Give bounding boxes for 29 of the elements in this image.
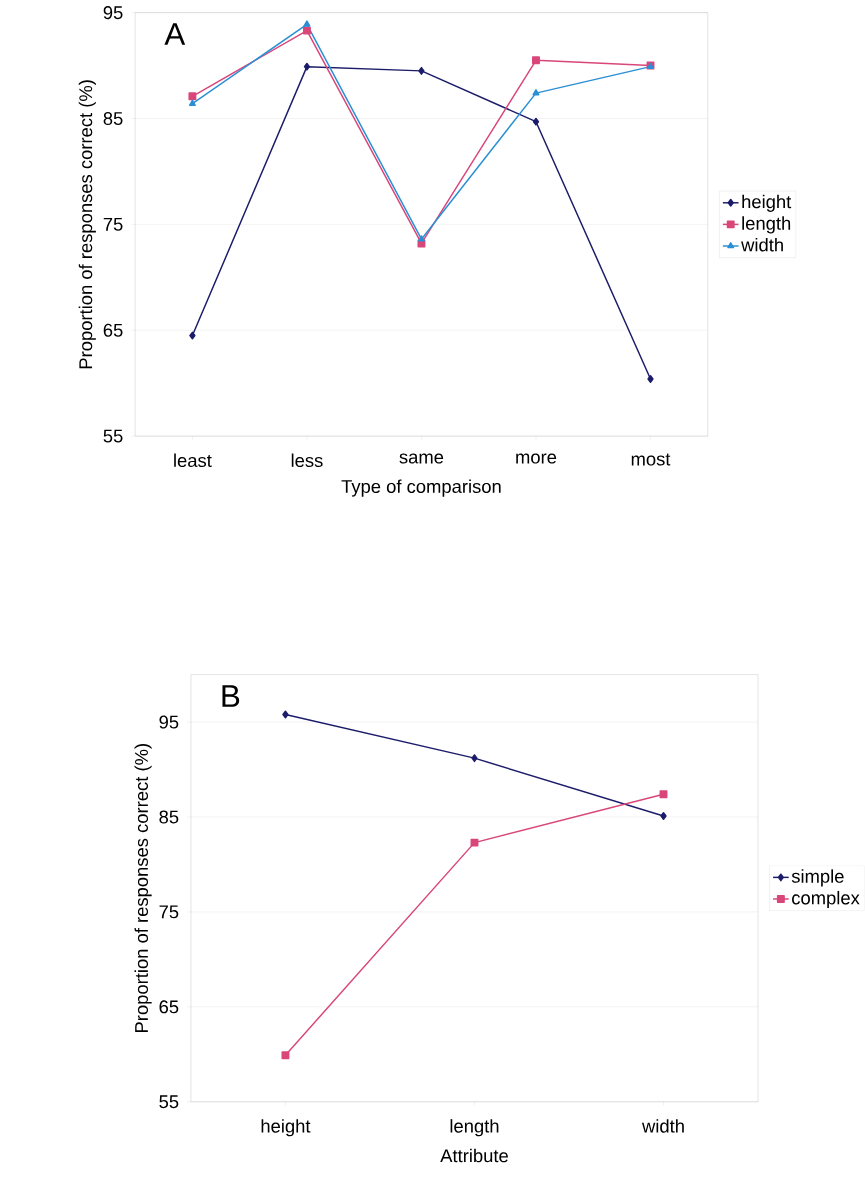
y-tick-label: 95 bbox=[159, 715, 179, 729]
x-tick-label: height bbox=[261, 1119, 311, 1137]
x-tick-label: more bbox=[516, 453, 557, 464]
legend-label: complex bbox=[792, 890, 860, 909]
legend-label: length bbox=[742, 216, 791, 234]
x-tick-label: less bbox=[291, 453, 323, 468]
y-axis-title: Proportion of responses correct (%) bbox=[134, 744, 152, 1032]
y-tick-label: 55 bbox=[103, 429, 123, 443]
legend-label: height bbox=[742, 194, 792, 212]
chart-title: B bbox=[222, 685, 240, 707]
x-tick-label: least bbox=[174, 453, 212, 468]
y-tick-label: 55 bbox=[159, 1095, 179, 1109]
x-tick-label: most bbox=[631, 453, 671, 466]
y-tick-label: 65 bbox=[103, 323, 123, 337]
y-tick-label: 75 bbox=[159, 905, 179, 919]
x-axis-title: Attribute bbox=[440, 1148, 509, 1163]
chart-title: A bbox=[164, 23, 186, 45]
x-tick-label: length bbox=[450, 1119, 499, 1137]
y-tick-label: 85 bbox=[103, 112, 123, 126]
legend-label: width bbox=[741, 237, 784, 252]
y-tick-label: 65 bbox=[159, 1000, 179, 1014]
y-tick-label: 75 bbox=[103, 217, 123, 231]
x-tick-label: width bbox=[642, 1119, 684, 1133]
x-tick-label: same bbox=[399, 453, 444, 464]
y-axis-title: Proportion of responses correct (%) bbox=[78, 80, 97, 369]
legend-label: simple bbox=[791, 869, 844, 887]
y-tick-label: 85 bbox=[159, 810, 179, 824]
x-axis-title: Type of comparison bbox=[341, 479, 501, 497]
y-tick-label: 95 bbox=[103, 6, 123, 20]
